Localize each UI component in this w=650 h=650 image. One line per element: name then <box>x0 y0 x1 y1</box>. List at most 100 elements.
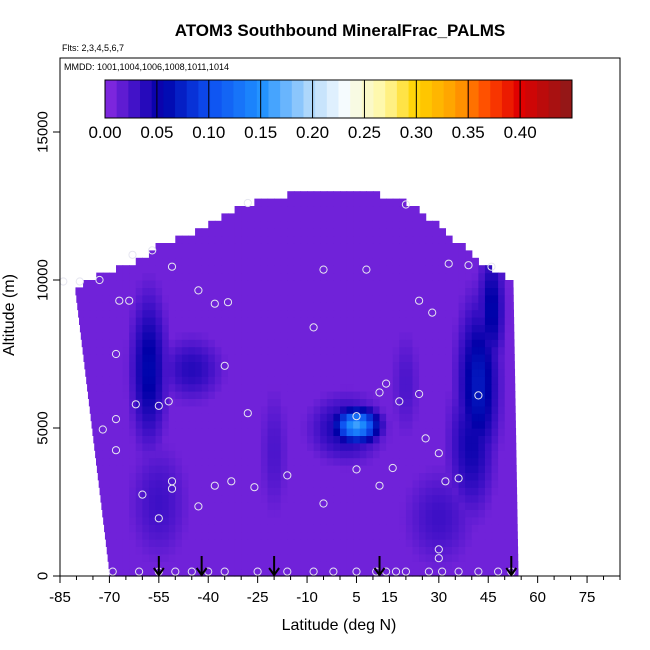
heatmap-cell <box>260 354 269 362</box>
chart-title: ATOM3 Southbound MineralFrac_PALMS <box>175 21 506 40</box>
heatmap-cell <box>438 383 447 392</box>
heatmap-cell <box>155 324 163 333</box>
heatmap-cell <box>333 435 341 444</box>
heatmap-cell <box>386 339 394 348</box>
heatmap-cell <box>504 383 512 392</box>
heatmap-cell <box>148 553 157 562</box>
heatmap-cell <box>340 280 348 288</box>
heatmap-cell <box>260 376 269 385</box>
heatmap-cell <box>228 457 236 466</box>
heatmap-cell <box>300 272 308 281</box>
heatmap-cell <box>307 553 315 562</box>
heatmap-cell <box>241 368 249 377</box>
colorbar-tick-label: 0.05 <box>140 123 173 142</box>
heatmap-cell <box>228 294 236 303</box>
heatmap-cell <box>293 428 302 436</box>
heatmap-cell <box>228 465 236 473</box>
heatmap-cell <box>300 465 308 473</box>
heatmap-cell <box>359 561 367 570</box>
heatmap-cell <box>379 420 387 429</box>
heatmap-cell <box>340 220 348 229</box>
heatmap-cell <box>399 509 407 518</box>
profile-arrow-head <box>373 567 386 577</box>
heatmap-cell <box>181 487 190 496</box>
heatmap-cell <box>175 442 183 451</box>
heatmap-cell <box>359 220 367 229</box>
heatmap-cell <box>432 272 440 281</box>
heatmap-cell <box>379 354 387 362</box>
heatmap-cell <box>181 265 190 274</box>
heatmap-cell <box>195 502 203 510</box>
heatmap-cell <box>465 539 473 547</box>
heatmap-cell <box>465 524 473 533</box>
heatmap-cell <box>221 220 229 229</box>
heatmap-cell <box>511 376 516 385</box>
heatmap-cell <box>175 561 183 570</box>
heatmap-cell <box>254 250 262 259</box>
heatmap-cell <box>412 257 420 266</box>
heatmap-cell <box>419 243 427 251</box>
heatmap-cell <box>326 524 335 533</box>
heatmap-cell <box>307 302 315 311</box>
heatmap-cell <box>445 302 453 311</box>
heatmap-cell <box>366 250 374 259</box>
heatmap-cell <box>432 391 440 399</box>
heatmap-cell <box>484 553 493 562</box>
heatmap-cell <box>228 398 236 407</box>
heatmap-cell <box>102 479 111 488</box>
heatmap-cell <box>234 317 242 325</box>
heatmap-cell <box>399 428 407 436</box>
heatmap-cell <box>287 220 295 229</box>
heatmap-cell <box>260 391 269 399</box>
heatmap-cell <box>214 317 223 325</box>
heatmap-cell <box>405 354 414 362</box>
heatmap-cell <box>129 450 137 459</box>
heatmap-cell <box>419 546 427 555</box>
heatmap-cell <box>491 317 499 325</box>
heatmap-cell <box>372 413 381 422</box>
heatmap-cell <box>254 317 262 325</box>
heatmap-cell <box>122 457 130 466</box>
heatmap-cell <box>346 368 354 377</box>
heatmap-cell <box>326 243 335 251</box>
heatmap-cell <box>122 465 130 473</box>
heatmap-cell <box>346 568 354 577</box>
heatmap-cell <box>412 265 420 274</box>
heatmap-cell <box>234 457 242 466</box>
heatmap-cell <box>458 317 466 325</box>
heatmap-cell <box>307 413 315 422</box>
heatmap-cell <box>228 317 236 325</box>
heatmap-cell <box>326 539 335 547</box>
heatmap-cell <box>419 561 427 570</box>
colorbar-segment <box>455 80 468 118</box>
heatmap-cell <box>228 213 236 222</box>
heatmap-cell <box>221 442 229 451</box>
heatmap-cell <box>162 331 170 340</box>
heatmap-cell <box>254 302 262 311</box>
heatmap-cell <box>300 546 308 555</box>
heatmap-cell <box>84 361 91 370</box>
heatmap-cell <box>484 450 493 459</box>
heatmap-cell <box>254 213 262 222</box>
heatmap-cell <box>287 516 295 525</box>
heatmap-cell <box>307 516 315 525</box>
heatmap-cell <box>307 376 315 385</box>
heatmap-cell <box>326 383 335 392</box>
colorbar-segment <box>198 80 211 118</box>
heatmap-cell <box>445 472 453 481</box>
heatmap-cell <box>307 339 315 348</box>
heatmap-cell <box>419 317 427 325</box>
heatmap-cell <box>392 457 400 466</box>
heatmap-cell <box>452 502 460 510</box>
heatmap-cell <box>201 272 209 281</box>
heatmap-cell <box>484 524 493 533</box>
heatmap-cell <box>386 472 394 481</box>
heatmap-cell <box>326 531 335 540</box>
heatmap-cell <box>326 509 335 518</box>
heatmap-cell <box>287 524 295 533</box>
heatmap-cell <box>471 413 479 422</box>
heatmap-cell <box>254 524 262 533</box>
heatmap-cell <box>412 405 420 414</box>
heatmap-cell <box>155 413 163 422</box>
profile-arrow <box>373 556 386 577</box>
